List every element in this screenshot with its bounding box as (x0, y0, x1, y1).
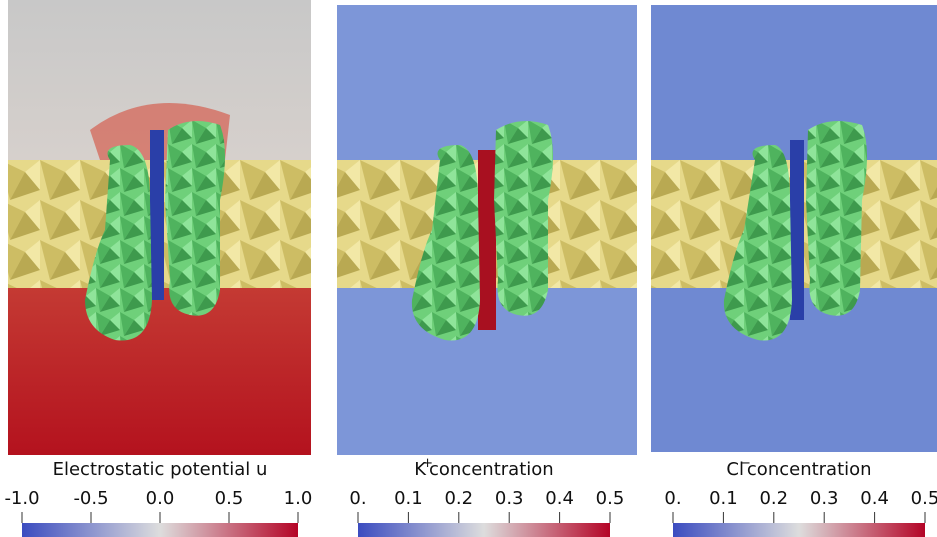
tick-label: -0.5 (73, 488, 108, 509)
title-part: concentration (429, 459, 554, 480)
tick-label: 0.1 (394, 488, 423, 509)
tick-label: 0.1 (709, 488, 738, 509)
tick-label: -1.0 (4, 488, 39, 509)
colorbar: Electrostatic potential u -1.0 -0.5 0.0 0.5 1… (4, 459, 312, 537)
colorbar-gradient (358, 523, 610, 537)
tick-label: 0. (664, 488, 681, 509)
tick-label: 0.4 (545, 488, 574, 509)
tick-label: 0.5 (215, 488, 244, 509)
tick-label: 0.3 (810, 488, 839, 509)
panel-cl (651, 5, 937, 452)
tick-label: 0.0 (146, 488, 175, 509)
tick-label: 0.5 (596, 488, 625, 509)
tick-label: 0. (349, 488, 366, 509)
colorbar-title: K+concentration (414, 456, 553, 480)
colorbar-gradient (22, 523, 298, 537)
title-part: Electrostatic potential u (53, 459, 268, 480)
panel-k (337, 5, 637, 455)
colorbar-gradient (673, 523, 925, 537)
colorbar: Cl−concentration 0. 0.1 0.2 0.3 0.4 0.5 (664, 456, 937, 537)
colorbar-title: Cl−concentration (726, 456, 871, 480)
tick-label: 0.4 (860, 488, 889, 509)
colorbar: K+concentration 0. 0.1 0.2 0.3 0.4 0.5 (349, 456, 624, 537)
title-part: concentration (747, 459, 872, 480)
tick-label: 0.2 (759, 488, 788, 509)
colorbar-title: Electrostatic potential u (53, 459, 268, 480)
tick-label: 0.2 (444, 488, 473, 509)
tick-label: 1.0 (284, 488, 313, 509)
figure: Electrostatic potential u -1.0 -0.5 0.0 0.5 1… (0, 0, 937, 537)
tick-label: 0.3 (495, 488, 524, 509)
tick-label: 0.5 (911, 488, 937, 509)
panel-potential (8, 0, 311, 455)
